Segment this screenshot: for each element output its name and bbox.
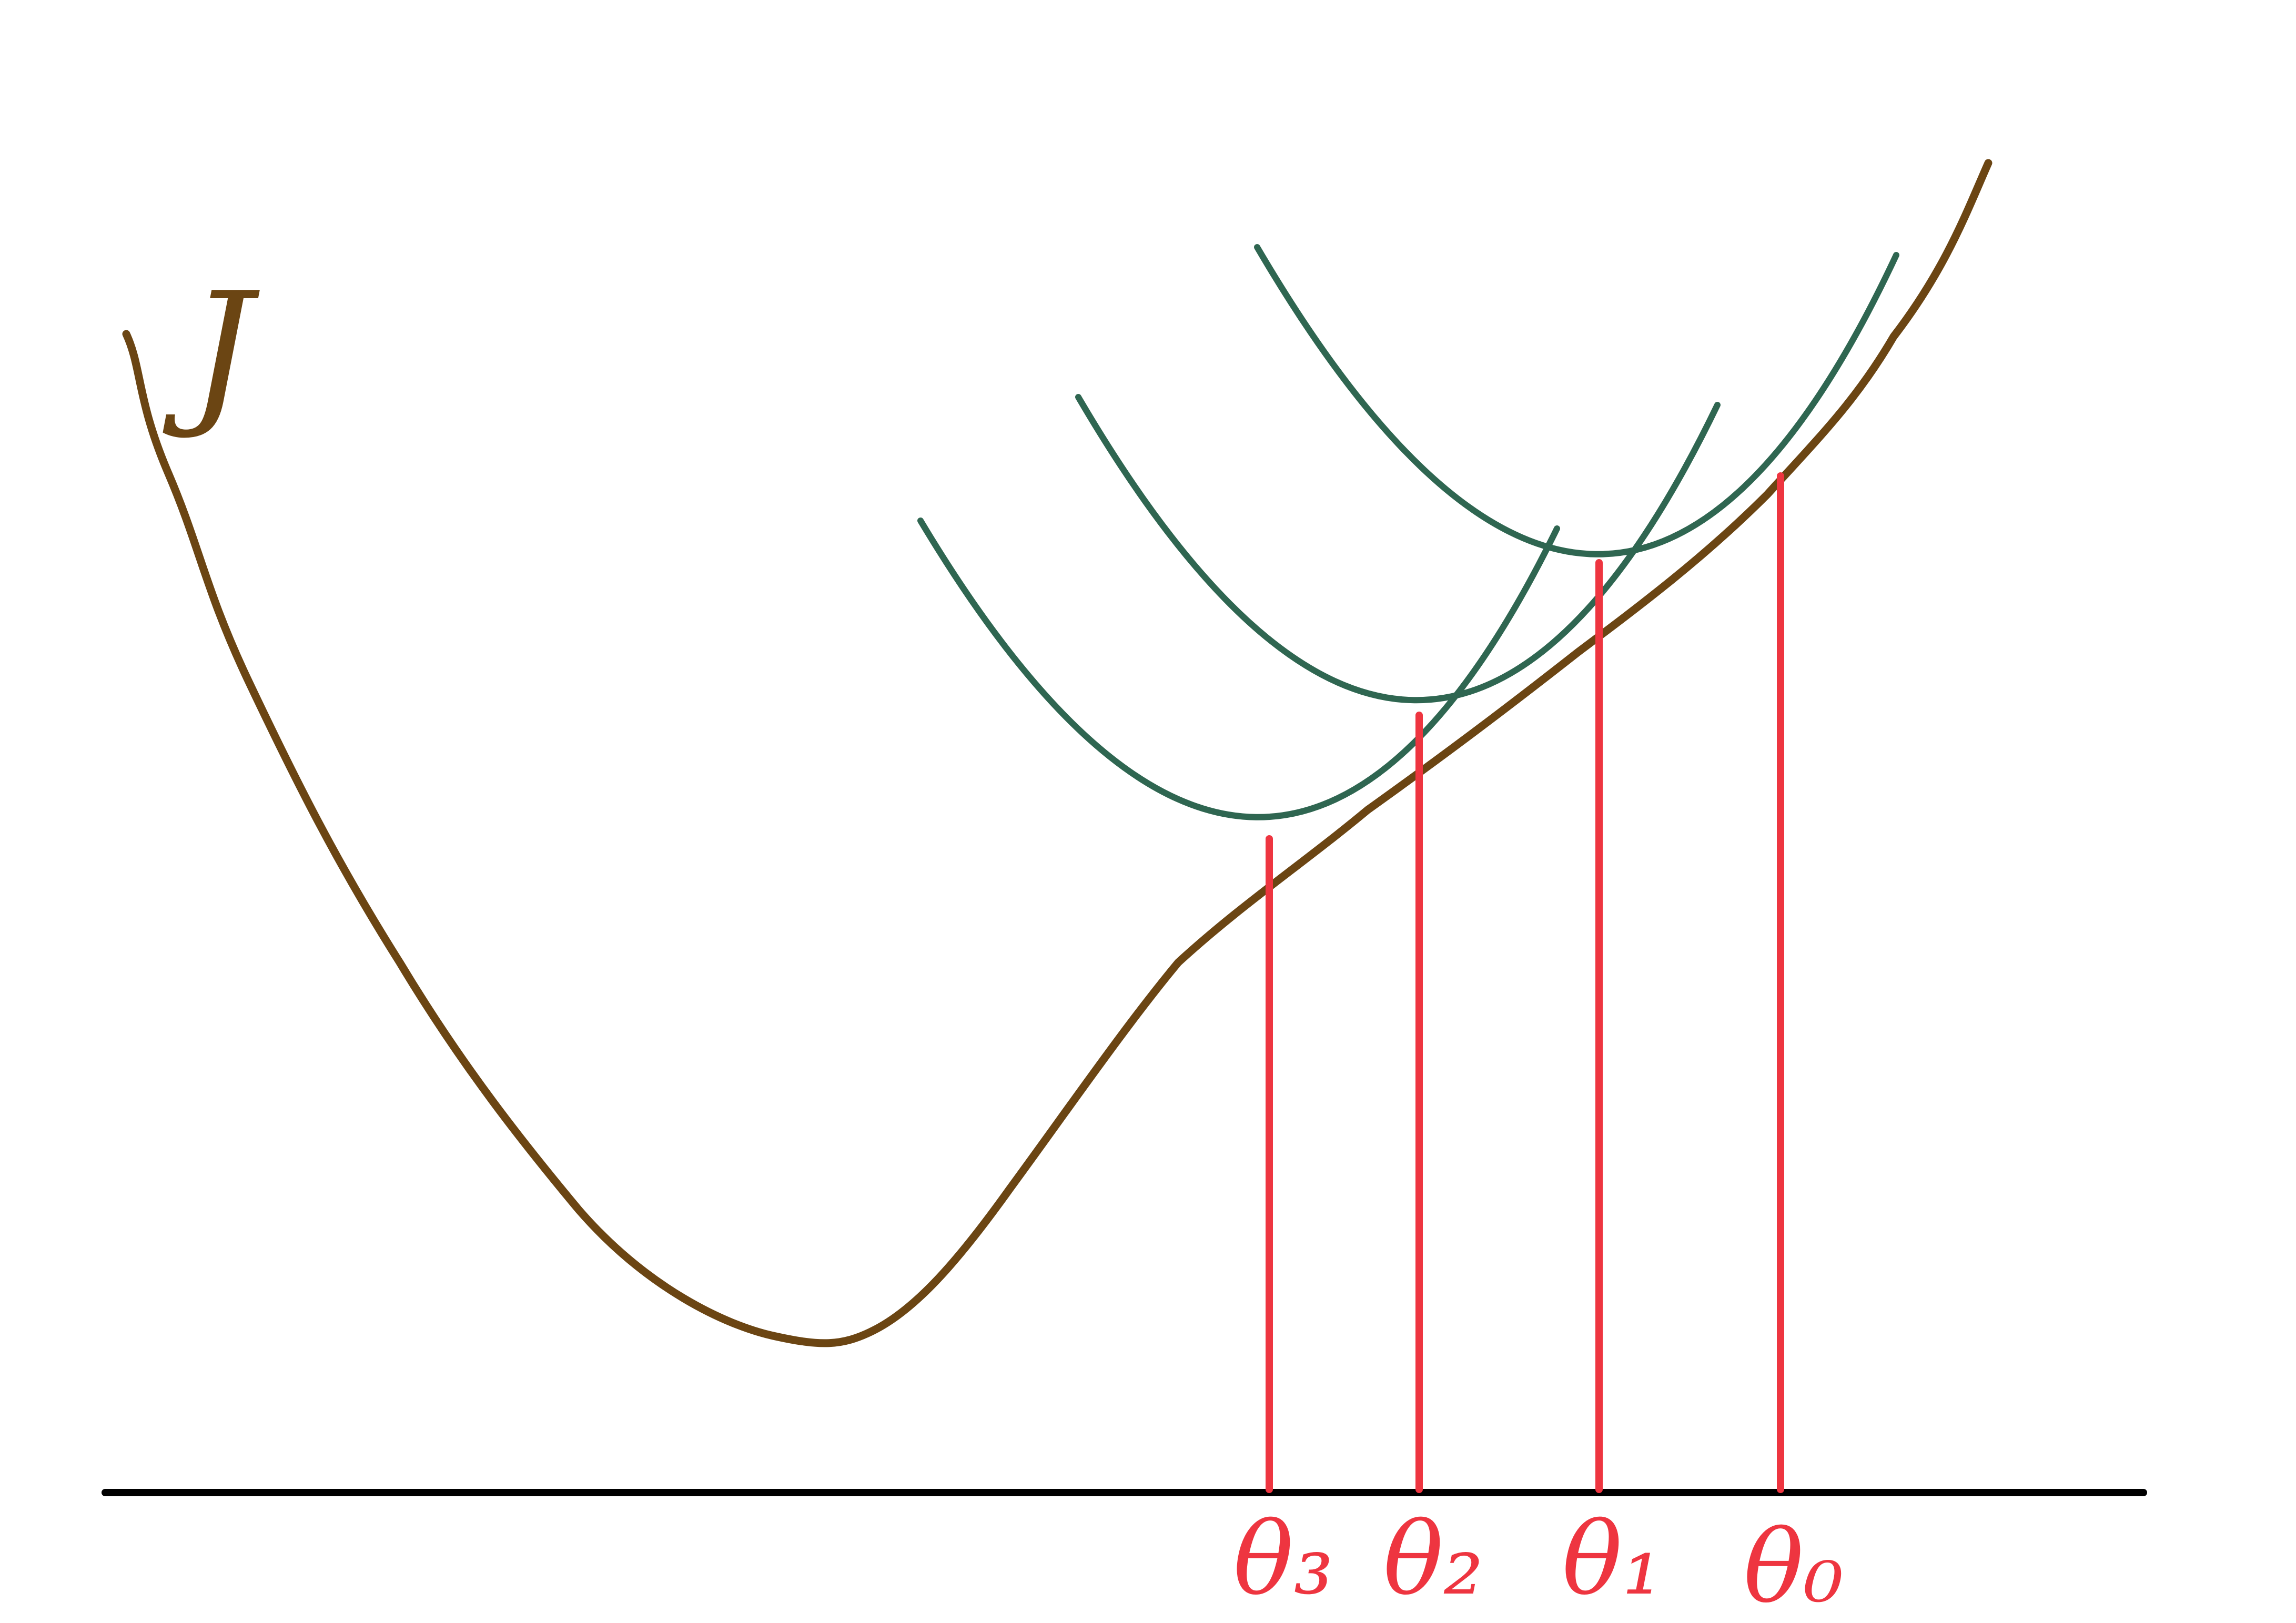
surrogate-curve-3 [917,518,1560,820]
theta3-label: θ₃ [1233,1501,1334,1617]
surrogate-curve-1 [1254,244,1899,557]
theta0-label: θ₀ [1744,1509,1844,1623]
cost-curve-j [122,159,1992,1347]
theta1-label: θ₁ [1562,1501,1663,1617]
theta2-label: θ₂ [1383,1501,1484,1617]
y-axis-label: J [162,259,261,442]
surrogate-curve-2 [1075,394,1721,704]
